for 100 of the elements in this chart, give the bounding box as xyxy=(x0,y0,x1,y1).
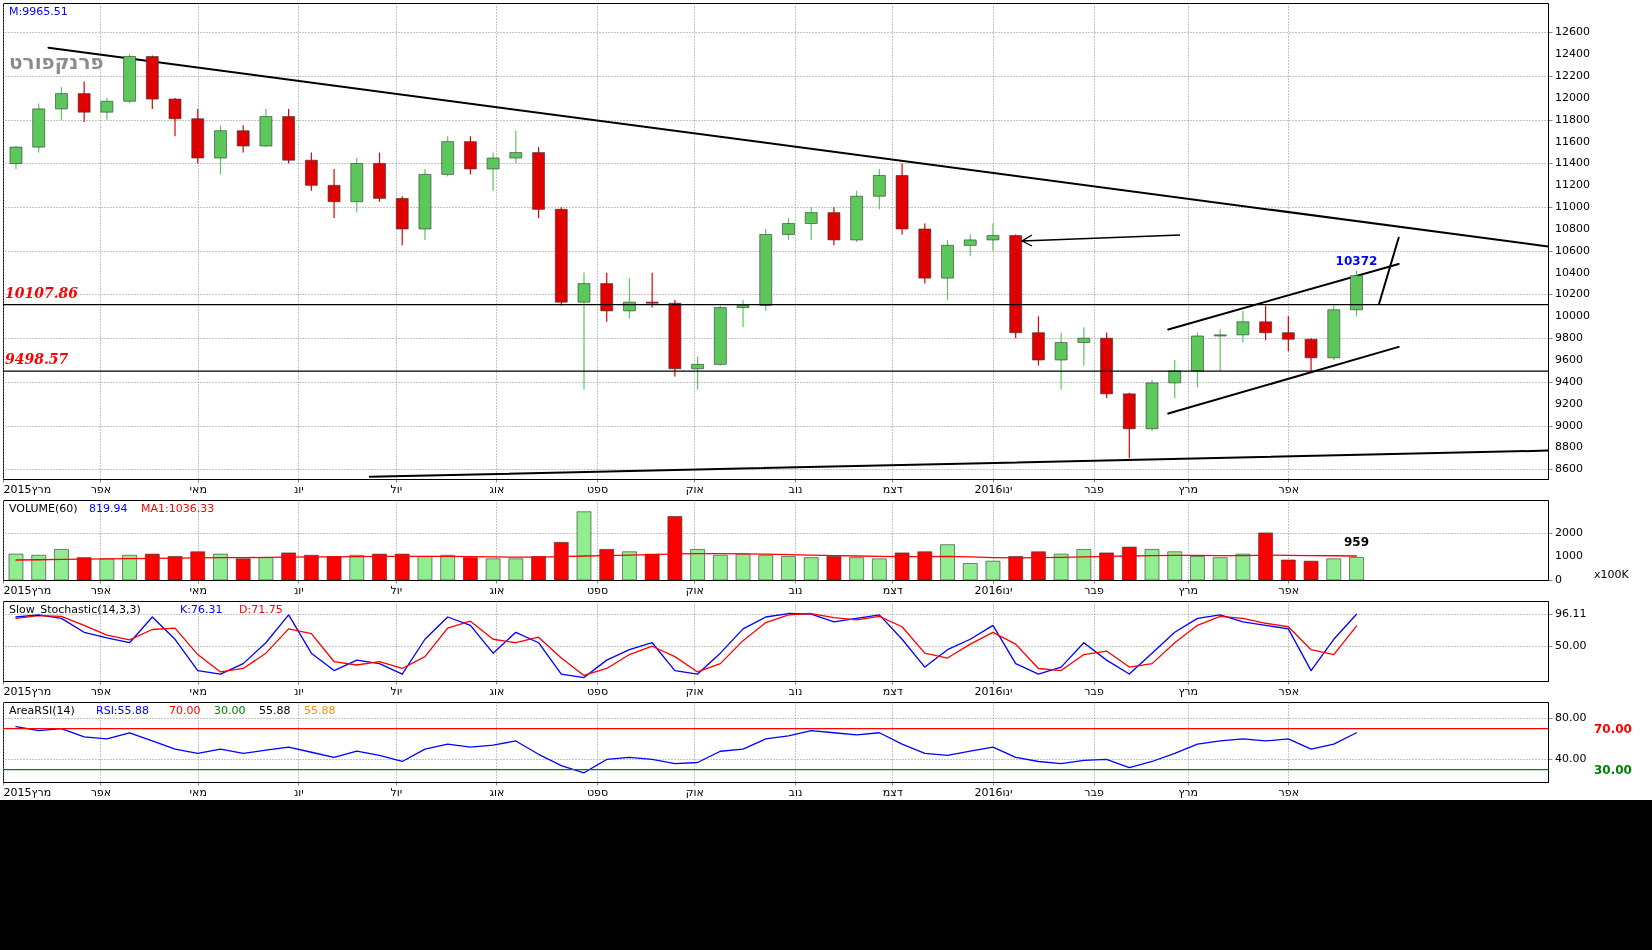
x-tick-label: אפר xyxy=(90,785,112,799)
x-tick-label: אוג xyxy=(489,684,505,698)
bar xyxy=(54,549,69,581)
bar xyxy=(417,556,433,581)
y-tick-label: 1000 xyxy=(1555,549,1583,563)
x-tick-label: מרץ xyxy=(1178,785,1199,799)
bar xyxy=(1235,553,1251,581)
x-tick-label: ספט xyxy=(586,583,609,597)
bar xyxy=(1349,557,1364,581)
x-tick-label: ספט xyxy=(586,785,609,799)
candlestick xyxy=(577,272,591,391)
x-tick-label: נוב xyxy=(788,583,803,597)
x-tick-label: נוב xyxy=(788,482,803,496)
x-tick-label: יונ xyxy=(293,785,304,799)
y-axis-title: x100K xyxy=(1594,568,1630,581)
candlestick xyxy=(236,124,250,154)
x-tick-label: יונ xyxy=(293,482,304,496)
y-tick-label: 50.00 xyxy=(1555,639,1587,653)
annotation: 959 xyxy=(1343,535,1370,550)
candlestick xyxy=(1259,304,1272,341)
candlestick xyxy=(1304,337,1318,372)
chart-title: AreaRSI(14) xyxy=(9,704,75,717)
x-tick-label: אפר xyxy=(1278,785,1300,799)
x-tick-label: יול xyxy=(390,684,403,698)
ref-line-label: 70.00 xyxy=(1594,721,1632,736)
candlestick xyxy=(691,356,704,391)
y-tick-label: 10400 xyxy=(1555,265,1590,279)
bar xyxy=(99,558,115,581)
x-tick-label: אפר xyxy=(90,482,112,496)
y-tick-label: 12000 xyxy=(1555,90,1590,104)
x-tick-label: ספט xyxy=(586,482,609,496)
line-series xyxy=(15,725,1358,774)
y-tick-label: 10200 xyxy=(1555,287,1590,301)
x-tick-label: פבר xyxy=(1084,482,1104,496)
bar xyxy=(1212,557,1228,581)
y-tick-label: 96.11 xyxy=(1555,607,1587,621)
bar xyxy=(1144,549,1160,581)
x-tick-label: פבר xyxy=(1084,684,1104,698)
x-tick-label: יול xyxy=(390,583,403,597)
bar xyxy=(1281,559,1296,581)
annotation: MA1:1036.33 xyxy=(141,502,215,515)
y-tick-label: 9200 xyxy=(1555,396,1583,410)
y-tick-label: 12200 xyxy=(1555,69,1590,83)
candlestick xyxy=(645,272,659,309)
x-tick-label: ספט xyxy=(586,684,609,698)
candlestick xyxy=(1077,326,1091,367)
ref-line-label: 30.00 xyxy=(1594,762,1632,777)
x-tick-label: מאי xyxy=(189,684,207,698)
y-tick-label: 8800 xyxy=(1555,440,1583,454)
x-tick-label: 2016ינו xyxy=(974,785,1013,799)
candlestick xyxy=(168,97,182,137)
x-tick-label: אפר xyxy=(90,684,112,698)
bar xyxy=(872,558,887,581)
x-tick-label: 2015מרץ xyxy=(3,583,52,597)
bar xyxy=(1076,549,1092,581)
y-tick-label: 11600 xyxy=(1555,134,1590,148)
bar xyxy=(1303,560,1319,581)
x-tick-label: מרץ xyxy=(1178,482,1199,496)
candlestick xyxy=(1054,332,1068,391)
candlestick xyxy=(9,145,23,170)
bar xyxy=(758,554,774,581)
bar xyxy=(622,551,637,581)
bar xyxy=(962,563,978,581)
x-tick-label: אוג xyxy=(489,482,505,496)
y-tick-label: 10800 xyxy=(1555,221,1590,235)
bar xyxy=(803,557,819,581)
x-tick-label: נוב xyxy=(788,785,803,799)
candlestick xyxy=(100,97,114,121)
x-tick-label: יונ xyxy=(293,583,304,597)
x-tick-label: אוק xyxy=(685,684,704,698)
y-tick-label: 9400 xyxy=(1555,374,1583,388)
x-tick-label: מאי xyxy=(189,482,207,496)
x-tick-label: 2016ינו xyxy=(974,583,1013,597)
candlestick xyxy=(782,217,795,241)
annotation: 55.88 xyxy=(259,704,291,717)
bar xyxy=(258,557,274,581)
bar xyxy=(735,553,751,581)
x-tick-label: נוב xyxy=(788,684,803,698)
x-tick-label: יונ xyxy=(293,684,304,698)
x-tick-label: מאי xyxy=(189,583,207,597)
chart-title: VOLUME(60) xyxy=(9,502,78,515)
candlestick xyxy=(1168,359,1182,399)
y-tick-label: 40.00 xyxy=(1555,752,1587,766)
y-tick-label: 10000 xyxy=(1555,309,1590,323)
chart-title: Slow_Stochastic(14,3,3) xyxy=(9,603,141,616)
bar xyxy=(849,557,864,581)
candlestick xyxy=(736,299,750,328)
annotation: 55.88 xyxy=(304,704,336,717)
y-tick-label: 9000 xyxy=(1555,418,1583,432)
bar xyxy=(349,554,365,581)
bar xyxy=(1053,553,1069,581)
text: פרנקפורט xyxy=(9,50,104,74)
annotation: D:71.75 xyxy=(239,603,283,616)
annotation: 819.94 xyxy=(89,502,128,515)
x-tick-label: פבר xyxy=(1084,785,1104,799)
y-tick-label: 11400 xyxy=(1555,156,1590,170)
x-tick-label: אפר xyxy=(1278,482,1300,496)
x-tick-label: מרץ xyxy=(1178,583,1199,597)
bar xyxy=(485,558,501,581)
candlestick xyxy=(55,86,68,121)
